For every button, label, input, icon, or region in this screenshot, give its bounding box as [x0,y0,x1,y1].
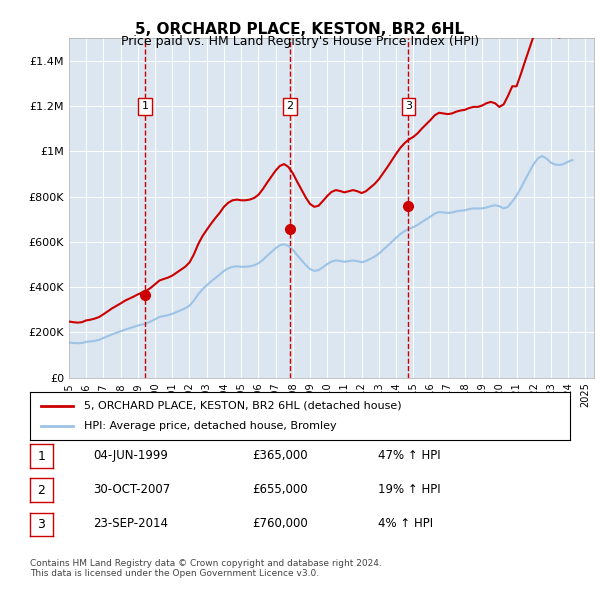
Text: 30-OCT-2007: 30-OCT-2007 [93,483,170,496]
Text: 04-JUN-1999: 04-JUN-1999 [93,449,168,462]
Text: 1: 1 [37,450,46,463]
Text: 2: 2 [286,101,293,111]
Text: 3: 3 [405,101,412,111]
Text: 5, ORCHARD PLACE, KESTON, BR2 6HL: 5, ORCHARD PLACE, KESTON, BR2 6HL [136,22,464,37]
Text: 5, ORCHARD PLACE, KESTON, BR2 6HL (detached house): 5, ORCHARD PLACE, KESTON, BR2 6HL (detac… [84,401,401,411]
Text: 2: 2 [37,484,46,497]
Text: Contains HM Land Registry data © Crown copyright and database right 2024.
This d: Contains HM Land Registry data © Crown c… [30,559,382,578]
Text: 19% ↑ HPI: 19% ↑ HPI [378,483,440,496]
Text: 1: 1 [142,101,149,111]
Text: £760,000: £760,000 [252,517,308,530]
Text: HPI: Average price, detached house, Bromley: HPI: Average price, detached house, Brom… [84,421,337,431]
Text: £365,000: £365,000 [252,449,308,462]
Text: 4% ↑ HPI: 4% ↑ HPI [378,517,433,530]
Text: £655,000: £655,000 [252,483,308,496]
Text: 47% ↑ HPI: 47% ↑ HPI [378,449,440,462]
Text: 3: 3 [37,518,46,531]
Text: 23-SEP-2014: 23-SEP-2014 [93,517,168,530]
Text: Price paid vs. HM Land Registry's House Price Index (HPI): Price paid vs. HM Land Registry's House … [121,35,479,48]
